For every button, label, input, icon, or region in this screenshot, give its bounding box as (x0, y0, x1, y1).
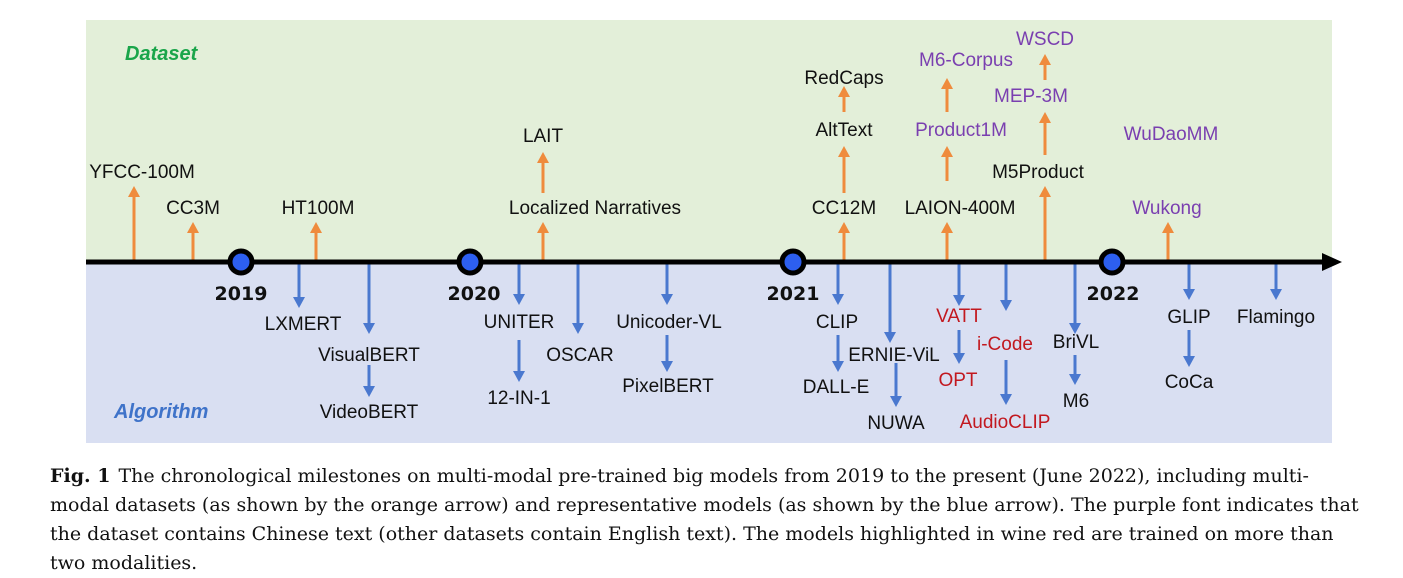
model-label-nuwa: NUWA (867, 413, 925, 434)
dataset-arrow-wscd (1039, 54, 1051, 80)
model-label-opt: OPT (938, 370, 977, 391)
model-arrow-i-code (1000, 262, 1012, 311)
model-label-visualbert: VisualBERT (318, 345, 420, 366)
dataset-arrow-product1m (941, 146, 953, 181)
model-label-flamingo: Flamingo (1237, 307, 1315, 328)
model-arrow-visualbert (363, 262, 375, 334)
dataset-label-redcaps: RedCaps (804, 68, 883, 89)
year-marker-2022 (1098, 248, 1126, 276)
model-arrow-oscar (572, 262, 584, 334)
dataset-arrow-mep-3m (1039, 112, 1051, 155)
model-label-ernie-vil: ERNIE-ViL (848, 345, 940, 366)
dataset-label-mep-3m: MEP-3M (994, 86, 1068, 107)
dataset-label-localized-narratives: Localized Narratives (509, 198, 681, 219)
model-arrow-unicoder-vl (661, 262, 673, 305)
model-label-vatt: VATT (936, 306, 982, 327)
model-label-i-code: i-Code (977, 334, 1033, 355)
model-arrow-pixelbert (661, 335, 673, 372)
model-arrow-glip (1183, 262, 1195, 300)
model-arrow-coca (1183, 330, 1195, 367)
year-marker-2021 (779, 248, 807, 276)
dataset-label-m6-corpus: M6-Corpus (919, 50, 1013, 71)
dataset-label-lait: LAIT (523, 126, 564, 147)
model-arrow-nuwa (890, 363, 902, 407)
dataset-arrow-cc3m (187, 222, 199, 262)
model-label-m6: M6 (1063, 391, 1089, 412)
dataset-arrow-lait (537, 152, 549, 193)
dataset-label-wukong: Wukong (1132, 198, 1201, 219)
model-arrow-dall-e (832, 335, 844, 372)
timeline-diagram: 2019 2020 2021 2022 YFCC-100M CC3M HT100M Local… (86, 20, 1342, 443)
dataset-label-m5product: M5Product (992, 162, 1085, 183)
model-arrow-opt (953, 330, 965, 364)
year-label-2021: 2021 (767, 283, 820, 305)
dataset-arrow-m6-corpus (941, 78, 953, 112)
year-label-2022: 2022 (1087, 283, 1140, 305)
model-label-videobert: VideoBERT (320, 402, 419, 423)
model-label-glip: GLIP (1167, 307, 1210, 328)
year-label-2019: 2019 (215, 283, 268, 305)
model-arrow-vatt (953, 262, 965, 306)
dataset-label-alttext: AltText (815, 120, 873, 141)
dataset-label-wudaomm: WuDaoMM (1124, 124, 1219, 145)
model-label-uniter: UNITER (484, 312, 555, 333)
model-label-lxmert: LXMERT (265, 314, 342, 335)
model-arrow-clip (832, 262, 844, 305)
dataset-arrow-cc12m (838, 222, 850, 262)
dataset-arrow-ht100m (310, 222, 322, 262)
model-label-unicoder-vl: Unicoder-VL (616, 312, 722, 333)
model-arrow-ernie-vil (884, 262, 896, 343)
dataset-label-wscd: WSCD (1016, 29, 1074, 50)
dataset-arrow-alttext (838, 146, 850, 193)
model-arrow-audioclip (1000, 360, 1012, 405)
model-arrow-flamingo (1270, 262, 1282, 300)
algorithm-region (86, 262, 1332, 443)
model-label-clip: CLIP (816, 312, 858, 333)
model-arrow-uniter (513, 262, 525, 305)
model-arrow-brivl (1069, 262, 1081, 334)
dataset-arrow-redcaps (838, 86, 850, 112)
dataset-arrow-laion-400m (941, 222, 953, 262)
dataset-arrow-yfcc-100m (128, 186, 140, 262)
dataset-label-product1m: Product1M (915, 120, 1007, 141)
model-label-brivl: BriVL (1053, 332, 1099, 353)
model-label-12-in-1: 12-IN-1 (487, 388, 550, 409)
model-label-coca: CoCa (1165, 372, 1214, 393)
model-label-oscar: OSCAR (546, 345, 614, 366)
dataset-section-label: Dataset (125, 43, 199, 65)
algorithm-section-label: Algorithm (113, 401, 208, 423)
year-marker-2019 (227, 248, 255, 276)
figure-number: Fig. 1 (50, 465, 111, 487)
dataset-label-cc3m: CC3M (166, 198, 220, 219)
model-label-audioclip: AudioCLIP (960, 412, 1051, 433)
model-label-pixelbert: PixelBERT (622, 376, 714, 397)
figure-caption: Fig. 1 The chronological milestones on mu… (50, 462, 1360, 578)
model-arrow-videobert (363, 365, 375, 397)
dataset-region (86, 20, 1332, 262)
dataset-arrow-m5product (1039, 186, 1051, 262)
model-label-dall-e: DALL-E (803, 377, 870, 398)
caption-text: The chronological milestones on multi-mo… (50, 465, 1359, 574)
dataset-label-cc12m: CC12M (812, 198, 876, 219)
year-label-2020: 2020 (448, 283, 501, 305)
dataset-label-ht100m: HT100M (282, 198, 355, 219)
year-marker-2020 (456, 248, 484, 276)
dataset-arrow-localized-narratives (537, 222, 549, 262)
dataset-arrow-wukong (1162, 222, 1174, 262)
model-arrow-m6 (1069, 355, 1081, 385)
dataset-label-laion-400m: LAION-400M (905, 198, 1016, 219)
dataset-label-yfcc-100m: YFCC-100M (89, 162, 195, 183)
model-arrow-12-in-1 (513, 340, 525, 382)
model-arrow-lxmert (293, 262, 305, 308)
